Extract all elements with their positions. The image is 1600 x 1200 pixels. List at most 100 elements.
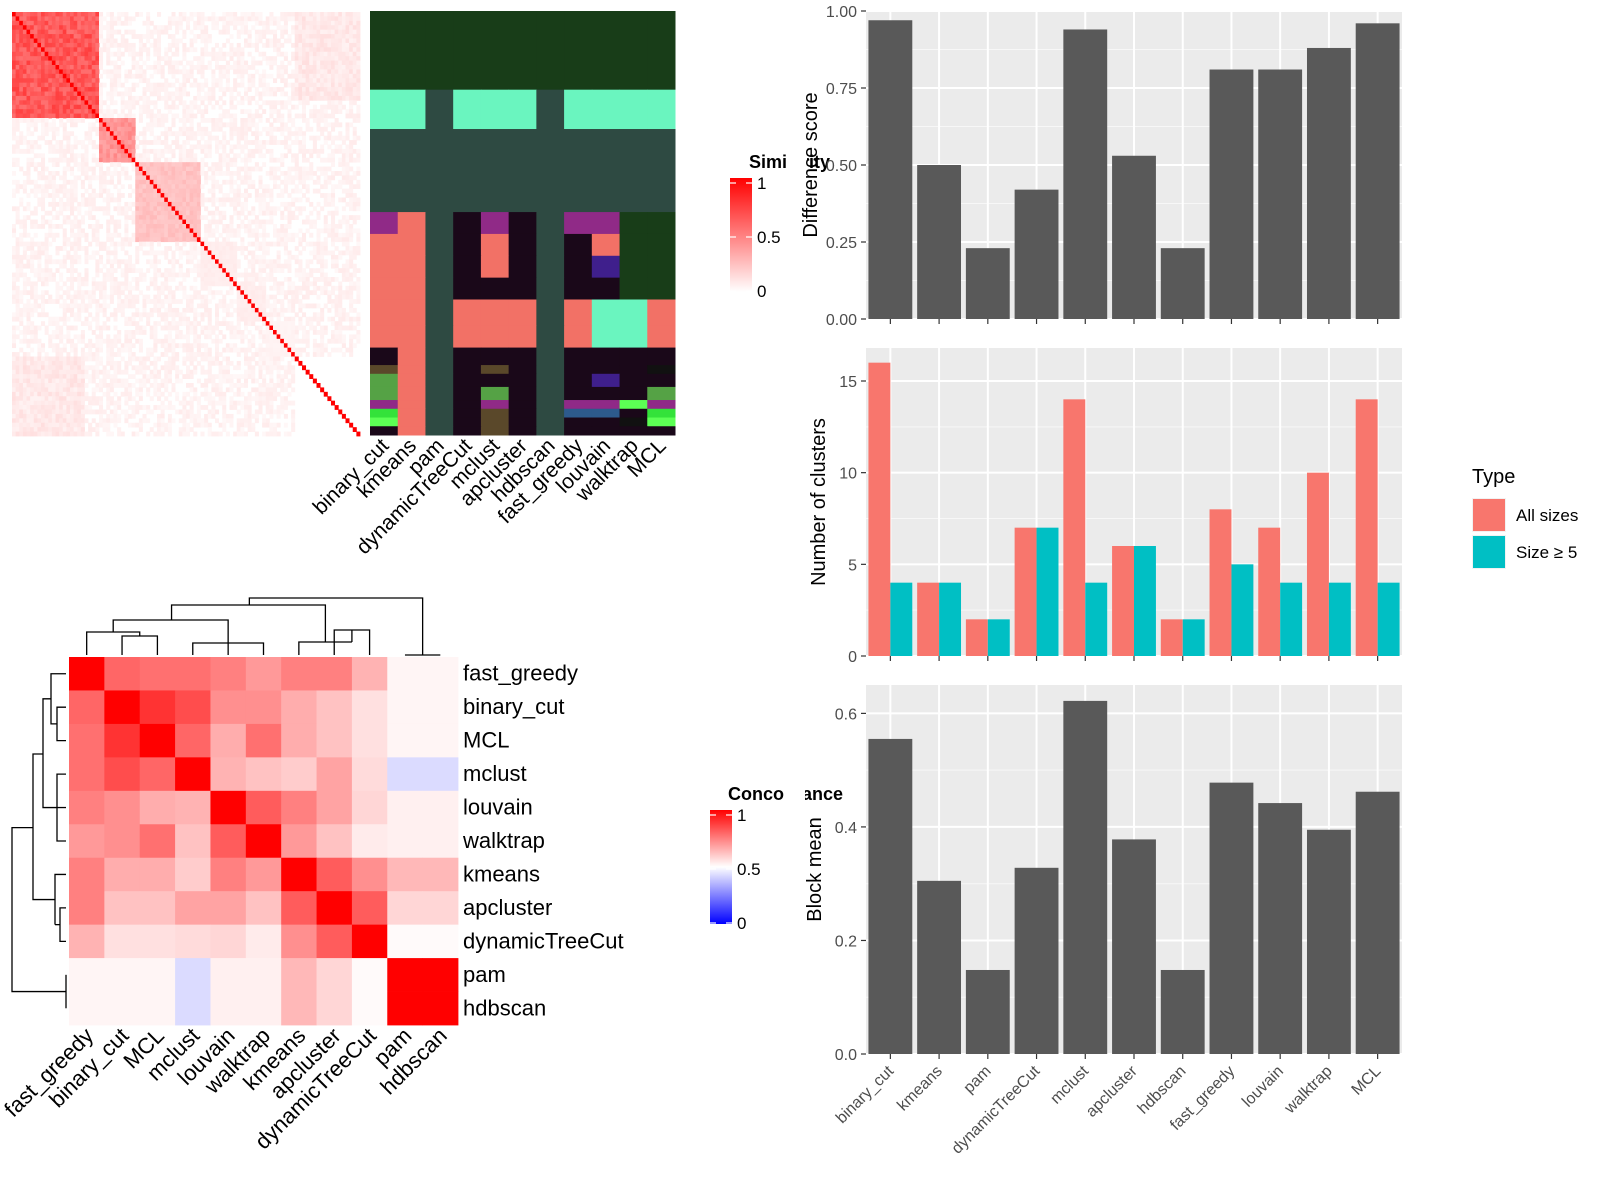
similarity-cell: [66, 38, 71, 44]
similarity-cell: [244, 290, 249, 296]
similarity-cell: [80, 51, 85, 57]
similarity-cell: [171, 69, 176, 75]
similarity-cell: [124, 73, 129, 79]
similarity-cell: [356, 228, 361, 234]
similarity-cell: [218, 263, 223, 269]
similarity-cell: [302, 206, 307, 212]
similarity-cell: [189, 179, 194, 185]
similarity-cell: [12, 299, 17, 304]
similarity-cell: [291, 307, 296, 313]
similarity-cell: [193, 232, 198, 238]
similarity-cell: [84, 250, 89, 256]
similarity-cell: [276, 259, 281, 265]
similarity-cell: [88, 95, 93, 101]
similarity-cell: [55, 316, 60, 322]
similarity-cell: [229, 197, 234, 203]
similarity-cell: [276, 51, 281, 57]
similarity-cell: [320, 272, 325, 278]
similarity-cell: [233, 118, 238, 123]
similarity-cell: [269, 285, 274, 291]
similarity-cell: [33, 65, 38, 70]
similarity-cell: [135, 228, 140, 234]
similarity-cell: [345, 246, 350, 251]
similarity-cell: [15, 12, 20, 17]
similarity-cell: [244, 215, 249, 220]
similarity-cell: [91, 56, 96, 61]
similarity-cell: [305, 303, 310, 309]
similarity-cell: [175, 38, 180, 44]
similarity-cell: [55, 193, 60, 198]
similarity-cell: [66, 254, 71, 260]
similarity-cell: [146, 241, 151, 247]
similarity-cell: [193, 25, 198, 31]
similarity-cell: [138, 268, 143, 273]
similarity-cell: [73, 65, 78, 70]
similarity-cell: [131, 73, 136, 79]
similarity-cell: [236, 312, 241, 318]
similarity-cell: [331, 113, 336, 119]
similarity-cell: [280, 312, 285, 318]
similarity-cell: [102, 277, 107, 282]
similarity-cell: [44, 232, 49, 238]
similarity-cell: [70, 87, 75, 92]
similarity-cell: [334, 184, 339, 190]
similarity-cell: [124, 294, 129, 300]
similarity-cell: [218, 118, 223, 123]
similarity-cell: [73, 316, 78, 322]
similarity-cell: [186, 60, 191, 66]
similarity-cell: [135, 51, 140, 57]
similarity-cell: [106, 56, 111, 61]
similarity-cell: [247, 100, 252, 106]
similarity-cell: [175, 16, 180, 22]
similarity-cell: [102, 197, 107, 203]
similarity-cell: [109, 118, 114, 123]
similarity-cell: [287, 148, 292, 154]
similarity-cell: [316, 237, 321, 243]
similarity-cell: [160, 228, 165, 234]
similarity-cell: [189, 321, 194, 326]
similarity-cell: [142, 312, 147, 318]
similarity-cell: [294, 285, 299, 291]
similarity-cell: [106, 259, 111, 265]
similarity-cell: [77, 277, 82, 282]
similarity-cell: [294, 140, 299, 145]
similarity-cell: [142, 95, 147, 101]
similarity-cell: [70, 109, 75, 114]
similarity-cell: [294, 12, 299, 17]
similarity-cell: [287, 237, 292, 243]
similarity-cell: [33, 91, 38, 97]
similarity-cell: [349, 321, 354, 326]
similarity-cell: [269, 91, 274, 97]
similarity-cell: [70, 20, 75, 26]
similarity-cell: [149, 334, 154, 340]
similarity-cell: [106, 268, 111, 273]
similarity-cell: [77, 259, 82, 265]
similarity-cell: [44, 91, 49, 97]
similarity-cell: [157, 153, 162, 159]
similarity-cell: [247, 250, 252, 256]
similarity-cell: [106, 157, 111, 163]
similarity-cell: [102, 122, 107, 128]
similarity-cell: [254, 113, 259, 119]
similarity-cell: [37, 20, 42, 26]
similarity-cell: [12, 316, 17, 322]
similarity-cell: [44, 277, 49, 282]
similarity-cell: [225, 263, 230, 269]
similarity-cell: [269, 316, 274, 322]
similarity-cell: [15, 210, 20, 216]
similarity-cell: [323, 104, 328, 110]
similarity-cell: [204, 42, 209, 48]
similarity-cell: [26, 126, 31, 132]
similarity-cell: [345, 193, 350, 198]
similarity-cell: [70, 16, 75, 22]
similarity-cell: [316, 232, 321, 238]
similarity-cell: [48, 334, 53, 340]
similarity-cell: [157, 290, 162, 296]
similarity-cell: [117, 131, 122, 137]
similarity-cell: [269, 42, 274, 48]
similarity-cell: [269, 307, 274, 313]
similarity-cell: [84, 237, 89, 243]
similarity-cell: [175, 334, 180, 340]
similarity-cell: [320, 144, 325, 150]
similarity-cell: [149, 175, 154, 181]
